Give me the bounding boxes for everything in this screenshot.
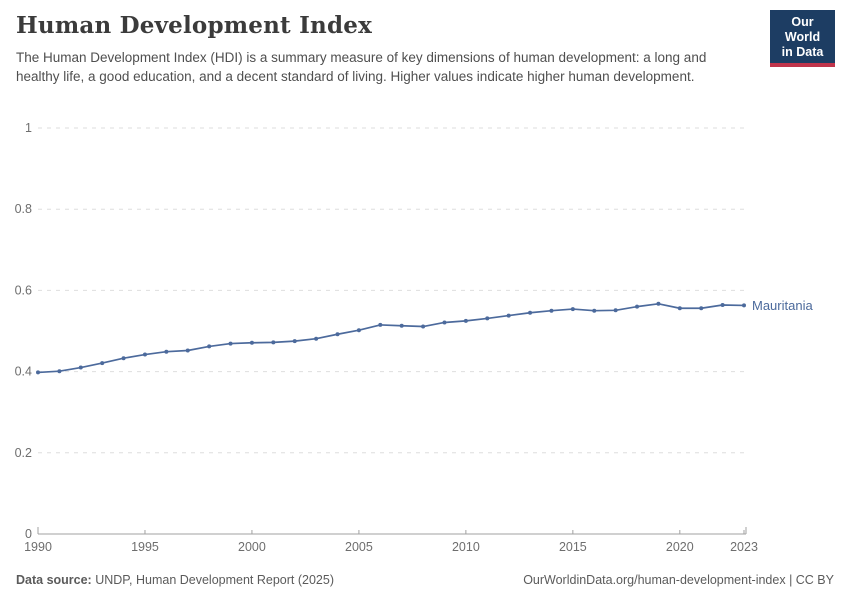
x-tick-label: 1995 (131, 540, 159, 554)
y-tick-label: 1 (25, 121, 32, 135)
data-point[interactable] (271, 340, 276, 345)
owid-url-license[interactable]: OurWorldinData.org/human-development-ind… (523, 573, 834, 587)
line-chart-canvas: 0 0.2 0.4 0.6 0.8 1 1990 1995 2000 2005 2010 2015 20… (15, 121, 814, 554)
entity-label[interactable]: Mauritania (752, 298, 813, 313)
y-tick-label: 0 (25, 527, 32, 541)
footer-link[interactable]: OurWorldinData.org/human-development-ind… (523, 573, 834, 587)
owid-logo: Our World in Data (770, 10, 835, 68)
data-point[interactable] (656, 301, 661, 306)
data-point[interactable] (121, 356, 126, 361)
data-point[interactable] (142, 352, 147, 357)
data-point[interactable] (506, 313, 511, 318)
owid-logo-line1: Our World (784, 15, 821, 44)
x-tick-label: 2000 (238, 540, 266, 554)
x-tick-label: 2023 (730, 540, 758, 554)
data-point[interactable] (528, 310, 533, 315)
x-tick-label: 2020 (666, 540, 694, 554)
data-point[interactable] (292, 339, 297, 344)
data-point[interactable] (635, 304, 640, 309)
data-point[interactable] (421, 324, 426, 329)
data-point[interactable] (185, 348, 190, 353)
data-point[interactable] (570, 307, 575, 312)
data-source: Data source: UNDP, Human Development Rep… (16, 573, 334, 587)
owid-logo-line2: in Data (781, 44, 824, 59)
y-tick-label: 0.6 (15, 283, 32, 297)
chart-subtitle: The Human Development Index (HDI) is a s… (16, 50, 707, 85)
data-point[interactable] (356, 328, 361, 333)
data-point[interactable] (442, 320, 447, 325)
y-tick-label: 0.8 (15, 202, 32, 216)
data-point[interactable] (720, 303, 725, 308)
x-tick-label: 2010 (452, 540, 480, 554)
data-point[interactable] (100, 361, 105, 366)
data-point[interactable] (207, 344, 212, 349)
data-point[interactable] (677, 306, 682, 311)
x-tick-label: 1990 (24, 540, 52, 554)
data-point[interactable] (613, 308, 618, 313)
data-point[interactable] (463, 318, 468, 323)
data-point[interactable] (742, 303, 746, 308)
data-point[interactable] (549, 308, 554, 313)
y-tick-label: 0.2 (15, 446, 32, 460)
data-point[interactable] (314, 336, 319, 341)
data-point[interactable] (36, 370, 40, 375)
x-tick-label: 2015 (559, 540, 587, 554)
series-line[interactable] (37, 302, 745, 374)
data-source-text: UNDP, Human Development Report (2025) (95, 573, 334, 587)
data-point[interactable] (164, 349, 169, 354)
data-point[interactable] (228, 341, 233, 346)
x-tick-label: 2005 (345, 540, 373, 554)
page-title: Human Development Index (16, 12, 372, 39)
data-point[interactable] (485, 316, 490, 321)
hdi-line-chart: 0 0.2 0.4 0.6 0.8 1 1990 1995 2000 2005 2010 2015 20… (0, 110, 850, 560)
data-point[interactable] (378, 322, 383, 327)
data-point[interactable] (335, 332, 340, 337)
data-point[interactable] (57, 369, 62, 374)
chart-footer: Data source: UNDP, Human Development Rep… (16, 573, 834, 587)
data-point[interactable] (592, 308, 597, 313)
data-point[interactable] (78, 365, 83, 370)
data-point[interactable] (699, 306, 704, 311)
chart-header: Human Development Index The Human Develo… (16, 10, 835, 86)
y-tick-label: 0.4 (15, 365, 32, 379)
data-source-label: Data source: (16, 573, 92, 587)
data-point[interactable] (399, 323, 404, 328)
data-point[interactable] (249, 340, 254, 345)
